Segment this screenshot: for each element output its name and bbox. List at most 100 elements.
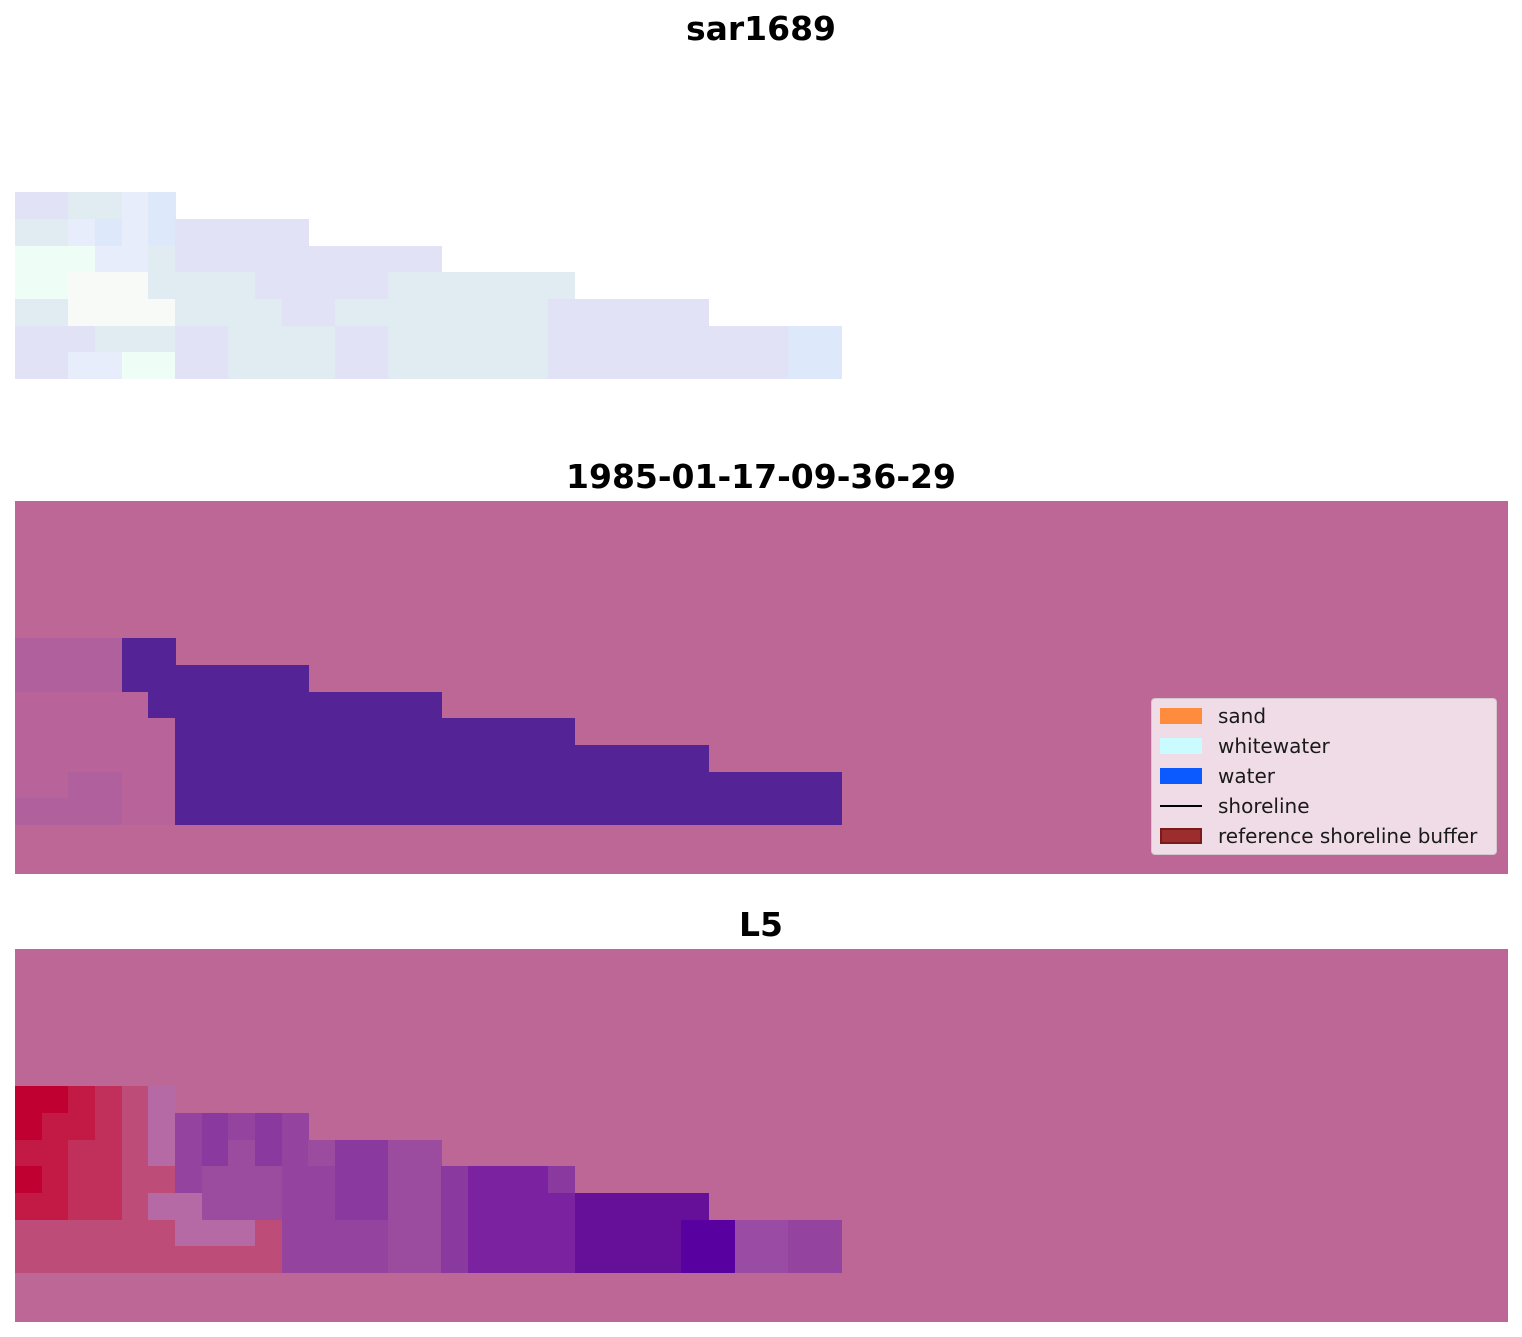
pixel-cell — [761, 1219, 789, 1247]
pixel-cell — [681, 325, 709, 353]
pixel-cell — [15, 798, 43, 826]
pixel-cell — [15, 325, 43, 353]
pixel-cell — [68, 352, 96, 380]
pixel-cell — [601, 771, 629, 799]
pixel-cell — [281, 245, 309, 273]
pixel-cell — [41, 664, 69, 693]
pixel-cell — [601, 798, 629, 826]
pixel-cell — [254, 1219, 283, 1247]
pixel-cell — [468, 771, 496, 799]
pixel-cell — [388, 298, 416, 327]
pixel-cell — [254, 1246, 283, 1274]
pixel-cell — [41, 1246, 69, 1274]
pixel-cell — [361, 325, 389, 353]
pixel-cell — [681, 298, 709, 327]
pixel-cell — [787, 771, 816, 799]
pixel-cell — [201, 1192, 229, 1221]
pixel-cell — [468, 1192, 496, 1221]
pixel-cell — [94, 352, 123, 380]
legend-item-whitewater: whitewater — [1152, 734, 1498, 758]
pixel-cell — [334, 1166, 363, 1194]
pixel-cell — [388, 718, 416, 746]
pixel-cell — [41, 718, 69, 746]
pixel-cell — [41, 1192, 69, 1221]
pixel-cell — [654, 744, 682, 773]
pixel-cell — [41, 218, 69, 247]
pixel-cell — [707, 1246, 736, 1274]
pixel-cell — [148, 298, 176, 327]
pixel-cell — [201, 298, 229, 327]
pixel-cell — [468, 1246, 496, 1274]
pixel-cell — [414, 1166, 442, 1194]
pixel-cell — [388, 272, 416, 300]
pixel-cell — [94, 192, 123, 220]
pixel-cell — [654, 798, 682, 826]
pixel-cell — [254, 798, 283, 826]
pixel-cell — [15, 352, 43, 380]
pixel-cell — [228, 744, 256, 773]
pixel-cell — [494, 272, 522, 300]
pixel-cell — [548, 1166, 576, 1194]
pixel-cell — [201, 798, 229, 826]
pixel-cell — [254, 218, 283, 247]
pixel-cell — [121, 664, 149, 693]
pixel-cell — [441, 1166, 469, 1194]
pixel-cell — [521, 718, 549, 746]
pixel-cell — [174, 771, 203, 799]
pixel-cell — [334, 298, 363, 327]
pixel-cell — [148, 1086, 176, 1114]
pixel-cell — [228, 218, 256, 247]
pixel-cell — [787, 798, 816, 826]
pixel-cell — [121, 638, 149, 666]
pixel-cell — [148, 1219, 176, 1247]
pixel-cell — [521, 1246, 549, 1274]
pixel-cell — [414, 691, 442, 719]
pixel-cell — [548, 298, 576, 327]
pixel-cell — [174, 245, 203, 273]
pixel-cell — [761, 1246, 789, 1274]
pixel-cell — [521, 325, 549, 353]
pixel-cell — [734, 325, 762, 353]
panel-title-sar: sar1689 — [685, 9, 837, 48]
pixel-cell — [254, 718, 283, 746]
pixel-cell — [814, 325, 842, 353]
legend-label-sand: sand — [1218, 704, 1267, 728]
pixel-cell — [414, 272, 442, 300]
pixel-cell — [627, 298, 656, 327]
pixel-cell — [308, 1246, 336, 1274]
pixel-cell — [15, 1166, 43, 1194]
pixel-cell — [281, 1139, 309, 1167]
pixel-cell — [41, 245, 69, 273]
pixel-cell — [441, 1246, 469, 1274]
pixel-cell — [174, 298, 203, 327]
pixel-cell — [734, 352, 762, 380]
pixel-cell — [361, 798, 389, 826]
pixel-cell — [94, 245, 123, 273]
pixel-cell — [94, 718, 123, 746]
pixel-cell — [334, 352, 363, 380]
pixel-cell — [388, 1219, 416, 1247]
pixel-cell — [15, 771, 43, 799]
pixel-cell — [41, 325, 69, 353]
pixel-cell — [494, 1192, 522, 1221]
pixel-cell — [681, 744, 709, 773]
pixel-cell — [414, 352, 442, 380]
pixel-cell — [15, 272, 43, 300]
sar-image-panel — [15, 55, 1508, 428]
pixel-cell — [308, 1219, 336, 1247]
pixel-cell — [654, 298, 682, 327]
pixel-cell — [441, 352, 469, 380]
pixel-cell — [174, 691, 203, 719]
pixel-cell — [94, 325, 123, 353]
pixel-cell — [174, 352, 203, 380]
pixel-cell — [41, 1139, 69, 1167]
pixel-cell — [548, 272, 576, 300]
pixel-cell — [174, 1219, 203, 1247]
pixel-cell — [68, 1219, 96, 1247]
pixel-cell — [228, 798, 256, 826]
pixel-cell — [548, 1192, 576, 1221]
pixel-cell — [121, 352, 149, 380]
pixel-cell — [15, 1192, 43, 1221]
pixel-cell — [627, 352, 656, 380]
pixel-cell — [68, 245, 96, 273]
